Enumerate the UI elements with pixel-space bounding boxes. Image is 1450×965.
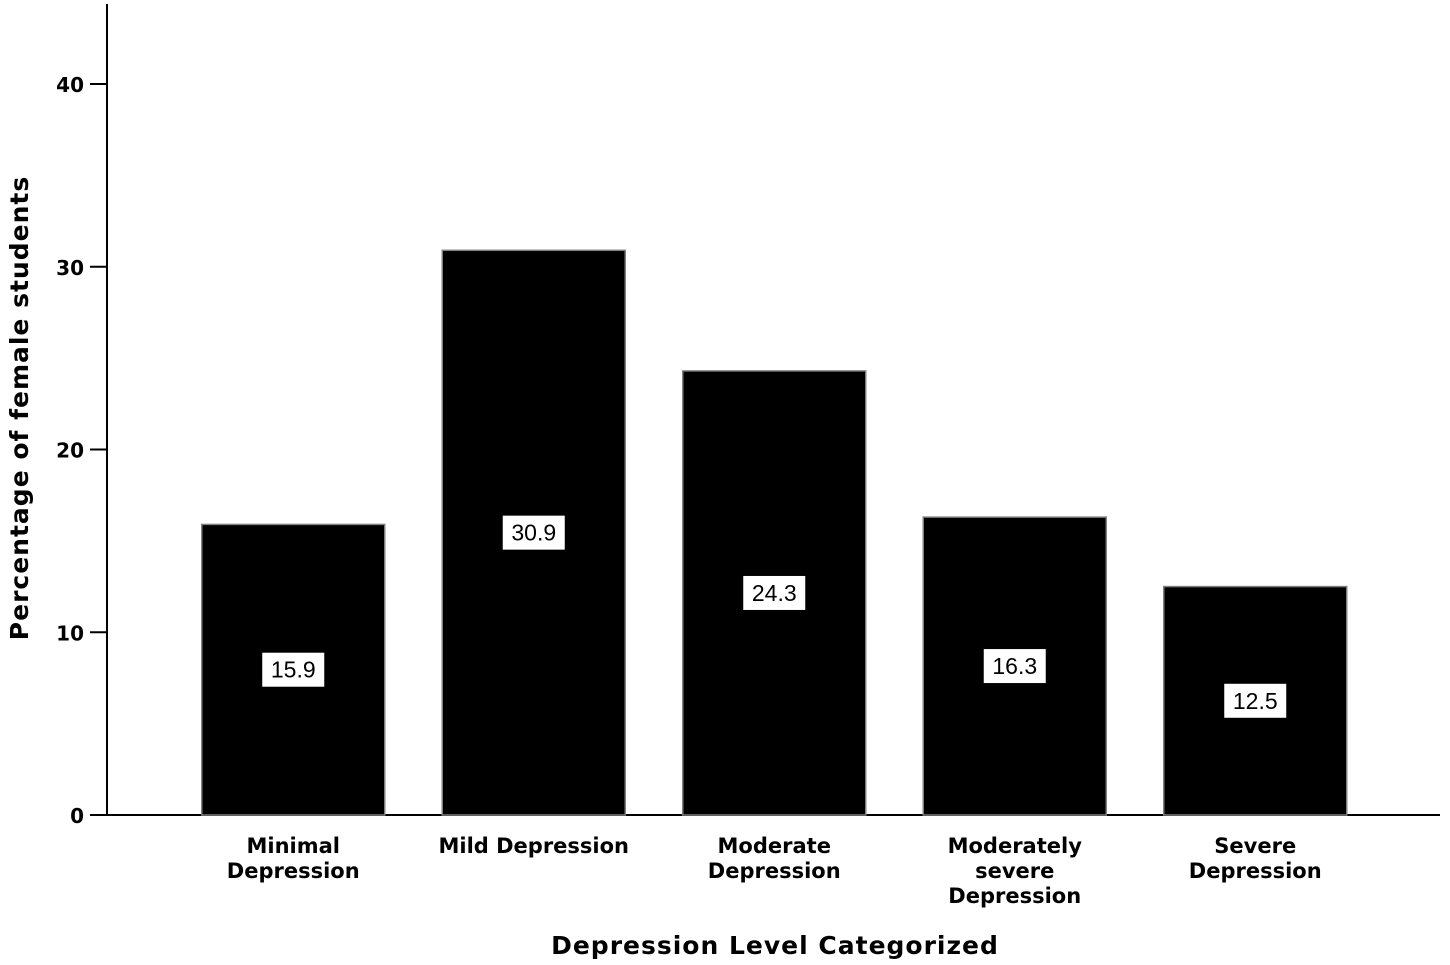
y-tick-label: 30 xyxy=(56,256,84,280)
x-category-label: Mild Depression xyxy=(438,834,629,858)
y-axis-title: Percentage of female students xyxy=(5,176,34,640)
value-label-box xyxy=(983,649,1046,684)
y-tick-label: 0 xyxy=(70,804,84,828)
x-category-label: Depression xyxy=(227,859,360,883)
value-labels: 15.9 30.9 24.3 16.3 12.5 xyxy=(262,515,1287,718)
value-label-box xyxy=(1224,683,1287,718)
bars xyxy=(201,249,1348,816)
x-category-label: severe xyxy=(975,859,1054,883)
value-label-box xyxy=(502,515,565,550)
value-label: 30.9 xyxy=(511,520,556,546)
y-tick-label: 10 xyxy=(56,621,84,645)
value-label-box xyxy=(743,575,806,610)
value-label: 16.3 xyxy=(992,653,1037,679)
x-category-label: Minimal xyxy=(247,834,341,858)
x-category-label: Moderate xyxy=(718,834,831,858)
y-tick-label: 40 xyxy=(56,73,84,97)
bar xyxy=(201,523,386,816)
x-category-label: Moderately xyxy=(948,834,1083,858)
value-label-box xyxy=(262,652,325,687)
x-category-label: Severe xyxy=(1214,834,1296,858)
value-label: 24.3 xyxy=(752,580,797,606)
value-label: 15.9 xyxy=(271,657,316,683)
y-tick-label: 20 xyxy=(56,439,84,463)
x-category-label: Depression xyxy=(948,884,1081,908)
x-axis-title: Depression Level Categorized xyxy=(551,931,999,960)
x-category-label: Depression xyxy=(1189,859,1322,883)
x-category-label: Depression xyxy=(708,859,841,883)
value-label: 12.5 xyxy=(1233,688,1278,714)
